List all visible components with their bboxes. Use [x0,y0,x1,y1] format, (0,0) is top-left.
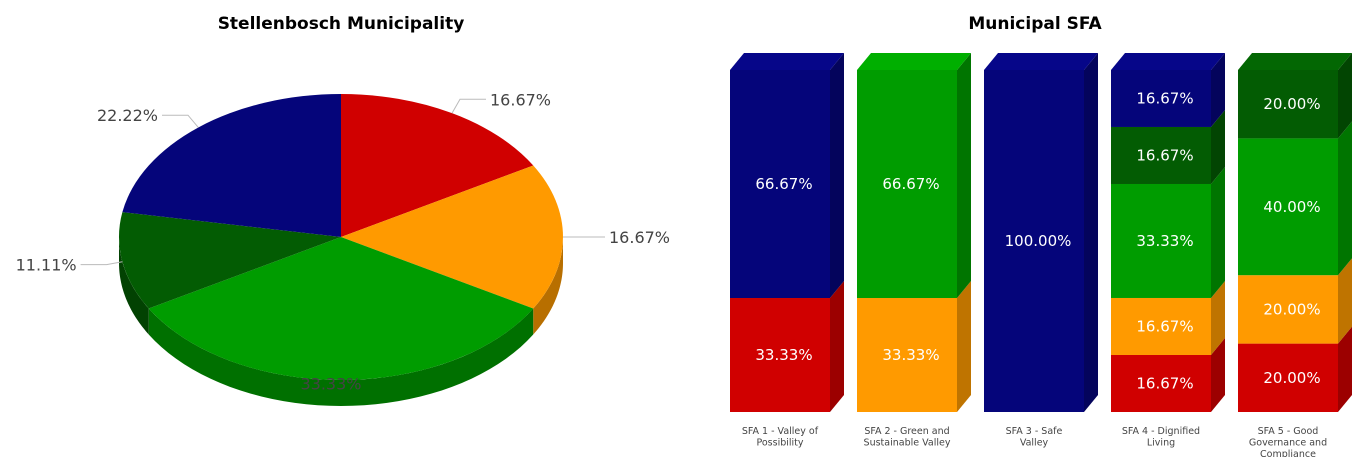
bar-segment-side [830,281,844,412]
bar-segment-side [1338,121,1352,276]
bar-segment-label: 33.33% [1136,232,1193,250]
stacked-bar-chart: Municipal SFA 33.33% 66.67% SFA 1 - Valley… [730,14,1352,457]
pie-slice [148,237,534,380]
bar-segment-label: 33.33% [755,346,812,364]
bar-segment-label: 20.00% [1263,95,1320,113]
bar-segment [1238,70,1338,139]
bar-segment [1111,126,1211,184]
bar-category-line: Valley [1020,438,1049,449]
bar-category-line: SFA 1 - Valley of [742,426,819,437]
bar-segment-label: 66.67% [882,175,939,193]
pie-slice-label: 16.67% [609,228,670,247]
bar-category-line: Governance and [1249,438,1327,449]
bar-segment-label: 16.67% [1136,147,1193,165]
bar-segment-label: 20.00% [1263,300,1320,318]
bar-segment-side [1338,53,1352,139]
bar-category-line: Compliance [1260,449,1316,457]
bar-segment [1238,138,1338,276]
pie-slice-label: 11.11% [16,256,77,275]
bar-category-label: SFA 3 - Safe Valley [1006,426,1063,449]
bar-segment [1111,69,1211,127]
bar-category-line: SFA 4 - Dignified [1122,426,1200,437]
bar-segment [730,70,830,299]
bar-segment-label: 16.67% [1136,318,1193,336]
bar-category-label: SFA 2 - Green and Sustainable Valley [864,426,951,449]
bar-segment-side [957,53,971,299]
bar-segment-side [1084,53,1098,412]
pie-slice-label: 22.22% [97,106,158,125]
bar-segment-label: 66.67% [755,175,812,193]
pie-slice [341,94,534,237]
pie-slice [122,94,341,237]
bar-category-line: SFA 3 - Safe [1006,426,1063,437]
bar-segment-label: 20.00% [1263,369,1320,387]
bar-segment-side [830,53,844,299]
bar-segment-side [1338,258,1352,344]
bar-segment-side [1211,166,1225,298]
bar-segment [1111,297,1211,355]
bar-segment [1111,183,1211,298]
pie-chart-title: Stellenbosch Municipality [218,14,465,34]
pie-slice-label: 33.33% [300,375,361,394]
bar-stack: 16.67% 16.67% 33.33% 16.67% 16.67% SFA 4 - Di… [1111,52,1225,449]
bar-segment-label: 16.67% [1136,90,1193,108]
pie-labels: 16.67% 16.67% 33.33% 11.11% 22.22% [16,90,670,393]
bar-segment [857,298,957,412]
bar-segment-side [1211,52,1225,127]
bar-segment-side [1338,326,1352,412]
bar-segment [730,298,830,412]
bar-segment-label: 16.67% [1136,375,1193,393]
bar-stack: 100.00% SFA 3 - Safe Valley [984,53,1098,449]
bar-segment [1238,343,1338,412]
bar-category-line: SFA 2 - Green and [864,426,949,437]
bar-segment-side [1211,337,1225,412]
bar-category-label: SFA 4 - Dignified Living [1122,426,1200,449]
bar-segment [857,70,957,299]
bar-top-face [1111,52,1225,70]
bar-segment-side [1211,109,1225,184]
bar-stack: 20.00% 20.00% 40.00% 20.00% SFA 5 - Good Gove… [1238,53,1352,457]
bar-segment-label: 40.00% [1263,198,1320,216]
pie-slice [341,165,563,309]
bar-category-line: Possibility [756,438,803,449]
bar-stack: 33.33% 66.67% SFA 1 - Valley of Possibility [730,53,844,449]
bar-segment-label: 100.00% [1005,232,1072,250]
pie-slice-side [148,308,534,406]
bar-segment [1111,354,1211,412]
pie-slices [119,94,563,380]
bar-top-face [857,53,971,70]
bar-segment [1238,275,1338,344]
bar-category-line: SFA 5 - Good [1258,426,1319,437]
pie-sides [119,237,563,406]
bar-segment-side [1211,280,1225,355]
pie-leader-line [162,114,199,128]
bar-segment-side [957,281,971,412]
bar-category-label: SFA 5 - Good Governance and Compliance [1249,426,1327,457]
bar-chart-title: Municipal SFA [968,14,1102,34]
pie-slice-side [119,237,149,335]
pie-slice-label: 16.67% [490,90,551,109]
bar-top-face [984,53,1098,70]
bar-segment-label: 33.33% [882,346,939,364]
pie-slice [119,212,341,309]
pie-slice-side [533,237,563,335]
pie-leader-line [451,98,486,114]
bar-category-line: Sustainable Valley [864,438,951,449]
bar-stack: 33.33% 66.67% SFA 2 - Green and Sustainable… [857,53,971,449]
bar-top-face [730,53,844,70]
bar-category-line: Living [1147,438,1175,449]
pie-chart: Stellenbosch Municipality 16.67% 16.67% 33… [16,14,670,406]
bar-segment [984,70,1084,412]
bar-top-face [1238,53,1352,70]
bar-category-label: SFA 1 - Valley of Possibility [742,426,819,449]
pie-leader-line [80,261,123,266]
